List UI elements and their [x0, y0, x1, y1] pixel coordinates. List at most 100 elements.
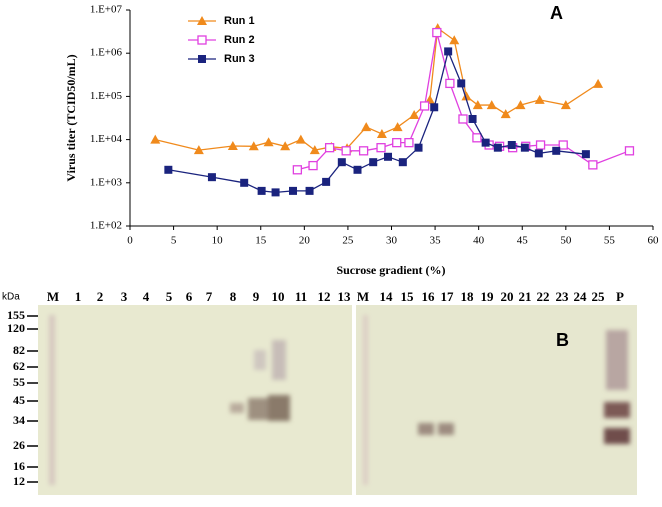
marker [552, 146, 561, 155]
marker [507, 140, 516, 149]
y-axis-label: Virus titer (TCID50/mL) [64, 54, 78, 181]
marker [404, 137, 414, 148]
lane-label: 21 [519, 289, 532, 304]
marker [240, 178, 249, 187]
lane-label: 20 [501, 289, 514, 304]
x-tick-label: 50 [560, 235, 572, 247]
marker [263, 137, 274, 147]
marker [384, 152, 393, 161]
mw-marker-label: 155 [7, 308, 25, 322]
lane-label: 3 [121, 289, 128, 304]
marker [558, 140, 568, 150]
y-tick-label: 1.E+03 [90, 176, 123, 188]
lane-label: P [616, 289, 624, 304]
marker [432, 27, 442, 38]
lane-label: 18 [461, 289, 475, 304]
marker [457, 79, 466, 88]
mw-marker-label: 16 [13, 459, 25, 473]
mw-marker-label: 34 [13, 413, 25, 427]
marker [581, 150, 590, 159]
lane-label: 15 [401, 289, 415, 304]
lane-label: 5 [166, 289, 173, 304]
marker [520, 143, 529, 152]
marker [392, 137, 402, 148]
marker [337, 158, 346, 167]
x-tick-label: 40 [473, 235, 485, 247]
marker [376, 128, 387, 138]
marker [419, 101, 430, 111]
marker [468, 114, 477, 123]
x-tick-label: 0 [127, 235, 133, 247]
marker [588, 160, 598, 170]
marker [257, 186, 266, 195]
marker [376, 143, 386, 153]
lane-label: 24 [574, 289, 588, 304]
lane-label: 13 [338, 289, 352, 304]
y-tick-label: 1.E+06 [90, 47, 123, 59]
marker [322, 177, 331, 186]
blot-membrane [356, 305, 637, 495]
marker [324, 143, 335, 153]
mw-marker-label: 26 [13, 438, 25, 452]
x-tick-label: 35 [430, 235, 442, 247]
x-tick-label: 30 [386, 235, 398, 247]
marker [392, 122, 403, 132]
x-tick-label: 25 [342, 235, 354, 247]
lane-label: 14 [380, 289, 394, 304]
blot-bands [49, 315, 630, 485]
marker [248, 141, 259, 151]
marker [358, 146, 369, 156]
marker [593, 78, 604, 88]
marker [560, 100, 571, 110]
mw-marker-label: 45 [13, 393, 25, 407]
marker [289, 186, 298, 195]
marker [398, 158, 407, 167]
y-tick-label: 1.E+07 [90, 4, 123, 16]
x-tick-label: 5 [171, 235, 177, 247]
mw-marker-label: 120 [7, 321, 25, 335]
mw-marker-label: 82 [13, 343, 25, 357]
lane-label: 17 [441, 289, 455, 304]
lane-label: 23 [556, 289, 570, 304]
lane-label: 7 [206, 289, 213, 304]
legend-marker [198, 55, 206, 63]
y-tick-label: 1.E+04 [90, 133, 123, 145]
marker [341, 146, 351, 156]
marker [305, 186, 314, 195]
legend-marker [197, 16, 207, 25]
blot-panel-label: B [556, 330, 569, 350]
marker [369, 158, 378, 167]
lane-label: 22 [537, 289, 550, 304]
marker [534, 94, 545, 104]
marker [500, 109, 511, 119]
marker [472, 100, 483, 110]
lane-label: M [47, 289, 59, 304]
marker [493, 143, 502, 152]
x-tick-label: 45 [517, 235, 529, 247]
marker [414, 143, 423, 152]
blot-unit: kDa [2, 292, 20, 303]
marker [409, 110, 420, 120]
lane-label: M [357, 289, 369, 304]
y-tick-label: 1.E+05 [90, 90, 123, 102]
marker [295, 134, 306, 144]
legend-marker [197, 35, 207, 45]
x-tick-label: 20 [299, 235, 311, 247]
lane-label: 10 [272, 289, 285, 304]
marker [271, 188, 280, 197]
marker [535, 140, 546, 150]
marker [534, 149, 543, 158]
x-tick-label: 15 [255, 235, 267, 247]
panel-label: A [550, 3, 563, 23]
y-tick-label: 1.E+02 [90, 220, 122, 232]
marker [449, 35, 460, 45]
x-axis-label: Sucrose gradient (%) [336, 263, 445, 277]
series-line [155, 26, 599, 151]
x-tick-label: 10 [212, 235, 224, 247]
lane-label: 19 [481, 289, 495, 304]
lane-label: 8 [230, 289, 237, 304]
lane-label: 11 [295, 289, 307, 304]
lane-label: 6 [186, 289, 193, 304]
marker [193, 145, 204, 155]
